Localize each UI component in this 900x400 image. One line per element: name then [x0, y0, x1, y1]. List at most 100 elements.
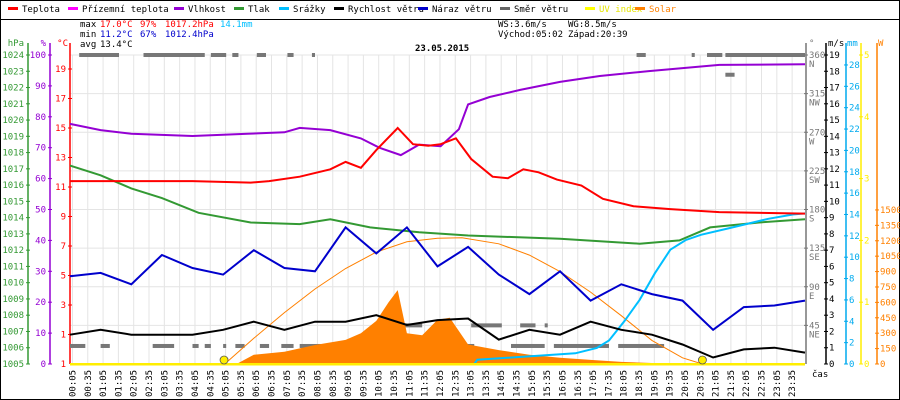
wind-direction-mark: [210, 53, 227, 57]
x-tick-label: 05:05: [222, 370, 232, 397]
sunset-marker: [698, 355, 707, 365]
stat-sunset: Západ:20:39: [568, 30, 628, 40]
humidity-tick-label: 30: [35, 267, 46, 277]
legend-label: Srážky: [293, 5, 326, 15]
temperature-tick-label: 17: [55, 95, 66, 105]
rain-tick-label: 4: [849, 317, 854, 327]
x-tick-label: 03:35: [176, 370, 186, 397]
humidity-unit: %: [41, 39, 47, 49]
temperature-tick-label: 5: [61, 272, 66, 282]
humidity-tick-label: 70: [35, 144, 46, 154]
uv-tick-label: 2: [864, 236, 869, 246]
x-tick-label: 14:05: [497, 370, 507, 397]
x-tick-label: 08:35: [329, 370, 339, 397]
stat-min-humidity: 67%: [140, 30, 157, 40]
x-tick-label: 21:35: [727, 370, 737, 397]
solar-tick-label: 1050: [880, 252, 900, 262]
x-tick-label: 21:05: [712, 370, 722, 397]
humidity-tick-label: 50: [35, 206, 46, 216]
wind-tick-label: 17: [829, 84, 840, 94]
wind-tick-label: 2: [829, 327, 834, 337]
x-tick-label: 03:05: [160, 370, 170, 397]
legend-swatch: [68, 7, 78, 10]
direction-direction-label: NW: [809, 99, 820, 109]
series-solar-area: [223, 290, 698, 364]
x-tick-label: 06:05: [252, 370, 262, 397]
x-tick-label: 00:05: [68, 370, 78, 397]
stat-max-pressure: 1017.2hPa: [165, 20, 214, 30]
direction-tick-label: 360: [809, 51, 825, 61]
solar-tick-label: 1200: [880, 237, 900, 247]
x-tick-label: 17:35: [604, 370, 614, 397]
wind-direction-mark: [223, 343, 227, 348]
pressure-tick-label: 1007: [2, 327, 24, 337]
stat-max-rain: 14.1mm: [220, 20, 253, 30]
wind-direction-mark: [100, 343, 110, 348]
rain-tick-label: 22: [849, 125, 860, 135]
solar-tick-label: 1350: [880, 221, 900, 231]
pressure-tick-label: 1014: [2, 214, 24, 224]
wind-tick-label: 6: [829, 262, 834, 272]
direction-tick-label: 270: [809, 128, 825, 138]
wind-direction-mark: [192, 343, 199, 348]
legend-swatch: [8, 7, 18, 10]
x-tick-label: 02:05: [130, 370, 140, 397]
wind-tick-label: 16: [829, 100, 840, 110]
x-tick-label: 12:35: [451, 370, 461, 397]
uv-tick-label: 0: [864, 360, 869, 370]
wind-direction-mark: [70, 343, 86, 348]
series-vlhkost-line: [69, 63, 806, 157]
wind-direction-mark: [725, 72, 735, 77]
x-tick-label: 15:35: [543, 370, 553, 397]
rain-tick-label: 24: [849, 104, 860, 114]
direction-direction-label: SE: [809, 253, 820, 263]
wind-unit: m/s: [828, 39, 844, 49]
rain-tick-label: 8: [849, 275, 854, 285]
uv-tick-label: 3: [864, 175, 869, 185]
rain-tick-label: 26: [849, 82, 860, 92]
x-tick-label: 01:05: [99, 370, 109, 397]
wind-tick-label: 15: [829, 116, 840, 126]
x-tick-label: 00:35: [84, 370, 94, 397]
solar-tick-label: 1500: [880, 206, 900, 216]
stat-min-pressure: 1012.4hPa: [165, 30, 214, 40]
wind-tick-label: 9: [829, 214, 834, 224]
x-tick-label: 19:35: [666, 370, 676, 397]
legend-swatch: [418, 7, 428, 10]
direction-tick-label: 90: [809, 283, 820, 293]
wind-direction-mark: [259, 343, 270, 348]
x-tick-label: 04:35: [206, 370, 216, 397]
temperature-tick-label: 15: [55, 124, 66, 134]
temperature-unit: °C: [57, 39, 68, 49]
pressure-tick-label: 1006: [2, 344, 24, 354]
pressure-tick-label: 1022: [2, 84, 24, 94]
series-rychlost-v-tru-line: [69, 314, 806, 359]
humidity-tick-label: 40: [35, 236, 46, 246]
direction-direction-label: E: [809, 292, 814, 302]
humidity-tick-label: 100: [30, 51, 46, 61]
sunrise-marker: [219, 355, 229, 365]
wind-direction-mark: [204, 343, 211, 348]
temperature-tick-label: 9: [61, 213, 66, 223]
legend-label: Náraz větru: [432, 5, 492, 15]
stat-wind-gust: WG:8.5m/s: [568, 20, 617, 30]
rain-tick-label: 0: [849, 360, 854, 370]
stat-max-temp: 17.0°C: [100, 20, 133, 30]
legend-swatch: [635, 7, 645, 10]
series-tlak-line: [69, 164, 806, 245]
rain-tick-label: 10: [849, 253, 860, 263]
temperature-tick-label: 1: [61, 331, 66, 341]
humidity-tick-label: 0: [41, 360, 46, 370]
wind-direction-mark: [636, 53, 646, 57]
wind-direction-mark: [471, 323, 502, 328]
solar-tick-label: 300: [880, 329, 896, 339]
wind-direction-mark: [143, 53, 205, 57]
uv-tick-label: 4: [864, 113, 869, 123]
x-tick-label: 22:35: [758, 370, 768, 397]
humidity-tick-label: 20: [35, 298, 46, 308]
stat-min-label: min: [80, 30, 96, 40]
x-tick-label: 10:35: [390, 370, 400, 397]
wind-tick-label: 19: [829, 51, 840, 61]
pressure-tick-label: 1024: [2, 51, 24, 61]
